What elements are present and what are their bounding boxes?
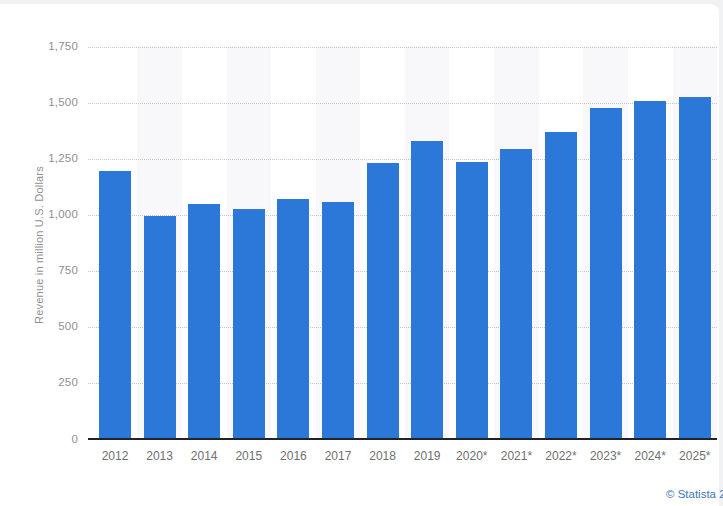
chart-page: Revenue in million U.S. Dollars © Statis…: [0, 0, 723, 506]
x-tick-label: 2018: [360, 449, 406, 463]
x-tick-label: 2020*: [449, 449, 495, 463]
bar-2025*[interactable]: [679, 97, 711, 439]
bar-2012[interactable]: [99, 171, 131, 439]
bar-2020*[interactable]: [456, 162, 488, 439]
bar-2016[interactable]: [277, 199, 309, 439]
x-tick-label: 2025*: [672, 449, 718, 463]
x-tick-label: 2021*: [493, 449, 539, 463]
gridline: [88, 103, 717, 104]
y-tick-label: 750: [18, 264, 78, 277]
bar-2021*[interactable]: [500, 149, 532, 439]
bar-2022*[interactable]: [545, 132, 577, 439]
y-tick-label: 250: [18, 376, 78, 389]
x-tick-label: 2014: [181, 449, 227, 463]
bar-2024*[interactable]: [634, 101, 666, 439]
y-tick-label: 500: [18, 320, 78, 333]
bar-2014[interactable]: [188, 204, 220, 440]
y-tick-label: 1,500: [18, 96, 78, 109]
y-tick-label: 1,250: [18, 152, 78, 165]
gridline: [88, 215, 717, 216]
bar-2023*[interactable]: [590, 108, 622, 439]
gridline: [88, 327, 717, 328]
y-tick-label: 1,000: [18, 208, 78, 221]
x-tick-label: 2024*: [627, 449, 673, 463]
gridline: [88, 47, 717, 48]
x-tick-label: 2022*: [538, 449, 584, 463]
x-tick-label: 2012: [92, 449, 138, 463]
x-axis-line: [88, 438, 717, 440]
bar-2018[interactable]: [367, 163, 399, 439]
gridline: [88, 271, 717, 272]
bar-2013[interactable]: [144, 216, 176, 439]
bar-2019[interactable]: [411, 141, 443, 439]
bar-2017[interactable]: [322, 202, 354, 439]
x-tick-label: 2015: [226, 449, 272, 463]
x-tick-label: 2016: [270, 449, 316, 463]
x-tick-label: 2013: [137, 449, 183, 463]
bar-2015[interactable]: [233, 209, 265, 439]
x-tick-label: 2017: [315, 449, 361, 463]
gridline: [88, 159, 717, 160]
y-axis-title: Revenue in million U.S. Dollars: [33, 166, 45, 324]
gridline: [88, 383, 717, 384]
statista-copyright-link[interactable]: © Statista 2: [666, 488, 723, 500]
y-tick-label: 1,750: [18, 40, 78, 53]
plot-area: [88, 46, 717, 439]
y-tick-label: 0: [18, 433, 78, 446]
x-tick-label: 2019: [404, 449, 450, 463]
x-tick-label: 2023*: [583, 449, 629, 463]
